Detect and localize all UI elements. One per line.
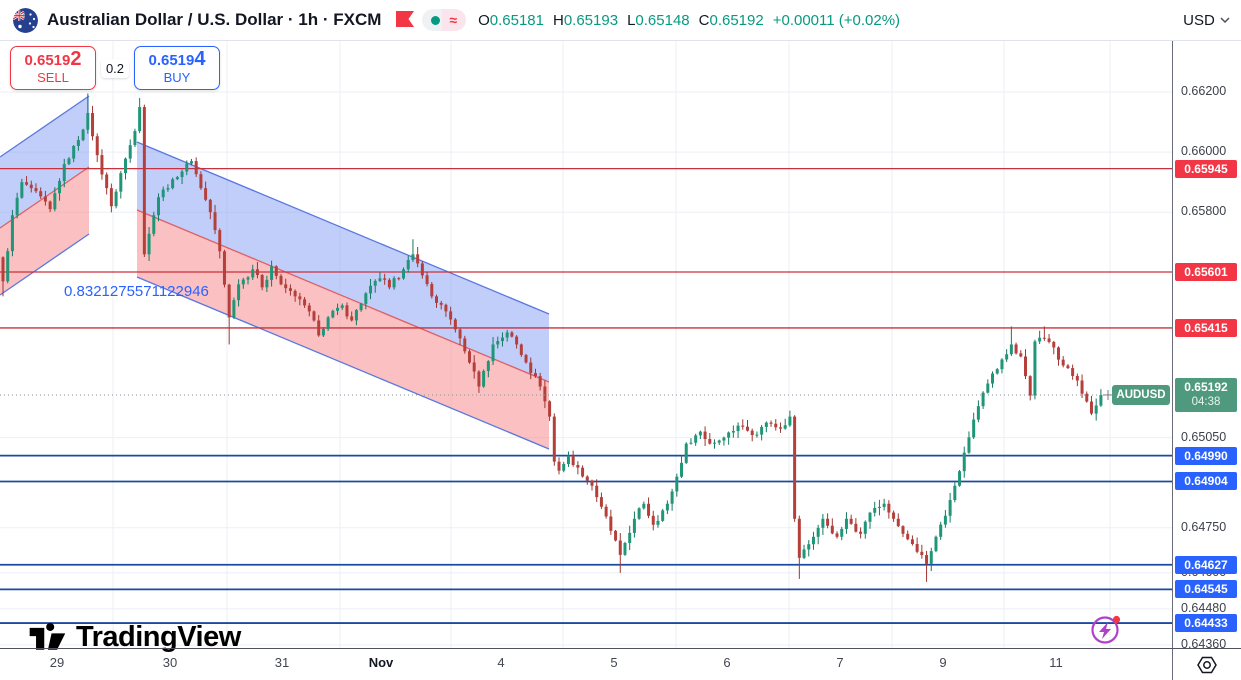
buy-label: BUY	[163, 70, 191, 85]
time-tick-label: 29	[49, 655, 65, 670]
symbol-price-badge: AUDUSD	[1112, 384, 1170, 405]
change-value: +0.00011 (+0.02%)	[772, 11, 901, 29]
currency-selector[interactable]: USD	[1172, 0, 1241, 41]
buy-button[interactable]: 0.65194 BUY	[134, 46, 220, 90]
time-tick-label: 5	[610, 655, 618, 670]
time-axis[interactable]: 29 30 31 Nov 4 5 6 7 9 11	[0, 649, 1172, 680]
axis-settings-button[interactable]	[1173, 649, 1241, 680]
market-open-dot-icon	[431, 15, 441, 25]
sell-label: SELL	[37, 70, 69, 85]
time-tick-label: 30	[162, 655, 178, 670]
support-price-badge: 0.64904	[1175, 472, 1237, 491]
tradingview-mark-icon	[29, 622, 66, 650]
price-tick-label: 0.64750	[1181, 519, 1227, 534]
chevron-down-icon	[1220, 17, 1230, 23]
flag-marker-icon[interactable]	[395, 10, 415, 32]
buy-price-pip: 4	[194, 48, 206, 70]
price-tick-label: 0.66000	[1181, 144, 1227, 159]
ohlc-values: O0.65181 H0.65193 L0.65148 C0.65192 +0.00011…	[478, 12, 900, 29]
resistance-price-badge: 0.65415	[1175, 318, 1237, 337]
price-tick-label: 0.64480	[1181, 600, 1227, 615]
support-price-badge: 0.64990	[1175, 446, 1237, 465]
tradingview-logo-text: TradingView	[76, 620, 241, 653]
price-tick-label: 0.65050	[1181, 429, 1227, 444]
market-status-indicator[interactable]: ≈	[422, 9, 467, 31]
price-tick-label: 0.65800	[1181, 204, 1227, 219]
spread-value: 0.2	[96, 58, 134, 78]
support-price-badge: 0.64545	[1175, 580, 1237, 599]
lightning-icon	[1091, 615, 1121, 644]
ohlc-segment: O0.65181	[478, 11, 544, 29]
time-tick-label: 4	[497, 655, 505, 670]
ohlc-segment: L0.65148	[627, 11, 690, 29]
price-tick-label: 0.66200	[1181, 84, 1227, 98]
order-panel: 0.65192 SELL 0.2 0.65194 BUY	[10, 46, 220, 90]
channel-ratio-label[interactable]: 0.8321275571122946	[64, 283, 209, 300]
hexagon-settings-icon	[1197, 656, 1217, 673]
time-tick-label: 9	[939, 655, 947, 670]
price-chart-canvas[interactable]	[0, 40, 1172, 648]
resistance-price-badge: 0.65601	[1175, 263, 1237, 282]
currency-label: USD	[1183, 11, 1215, 29]
sell-price: 0.6519	[24, 52, 71, 69]
current-price-badge: 0.65192 04:38	[1175, 377, 1237, 412]
time-tick-label: 11	[1049, 655, 1063, 670]
ohlc-segment: H0.65193	[552, 11, 619, 29]
sell-button[interactable]: 0.65192 SELL	[10, 46, 96, 90]
time-tick-label: 31	[274, 655, 290, 670]
tradingview-logo[interactable]: TradingView	[26, 618, 241, 656]
chart-top-toolbar: Australian Dollar / U.S. Dollar · 1h · F…	[0, 0, 1172, 41]
time-tick-label: Nov	[368, 655, 394, 670]
delayed-data-icon: ≈	[449, 12, 458, 28]
support-price-badge: 0.64433	[1175, 614, 1237, 633]
australia-flag-icon	[13, 7, 38, 33]
price-tick-label: 0.64360	[1181, 636, 1227, 651]
price-axis-separator	[1172, 0, 1173, 680]
ohlc-segment: C0.65192	[698, 11, 764, 29]
time-tick-label: 6	[723, 655, 731, 670]
news-flash-button[interactable]	[1088, 611, 1124, 647]
resistance-price-badge: 0.65945	[1175, 159, 1237, 178]
time-axis-separator	[0, 648, 1241, 649]
symbol-title[interactable]: Australian Dollar / U.S. Dollar · 1h · F…	[47, 10, 382, 29]
support-price-badge: 0.64627	[1175, 555, 1237, 574]
price-axis[interactable]: 0.66200 0.66000 0.65800 0.65050 0.64750 0.646…	[1173, 40, 1241, 651]
time-tick-label: 7	[836, 655, 844, 670]
sell-price-pip: 2	[70, 48, 82, 70]
buy-price: 0.6519	[148, 52, 195, 69]
